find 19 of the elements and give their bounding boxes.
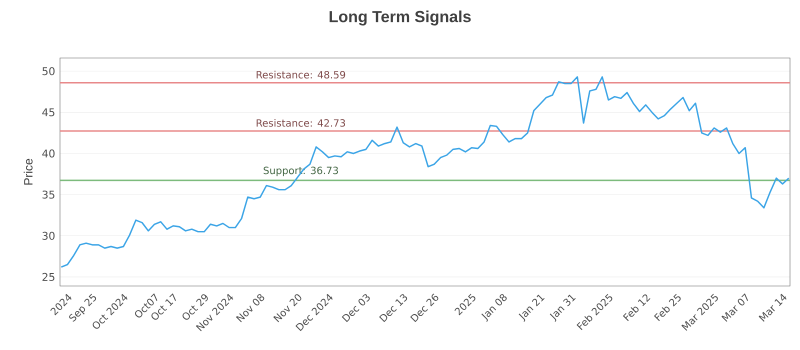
x-tick-label: Jan 21 [518,294,545,322]
x-tick-label: Feb 25 [654,294,681,322]
chart-title: Long Term Signals [330,10,471,26]
y-tick-label: 25 [42,272,54,281]
ref-line-label: Resistance: 42.73 [256,119,346,127]
x-tick-label: Oct 29 [182,294,208,320]
x-tick-label: Dec 26 [410,294,438,322]
x-tick-label: Dec 03 [342,294,370,322]
y-axis-title: Price [24,158,33,185]
ref-line-label: Resistance: 48.59 [256,70,346,79]
y-tick-label: 30 [42,232,55,240]
x-tick-label: Jan 31 [550,294,576,322]
y-tick-label: 50 [42,67,55,76]
x-tick-label: Dec 13 [379,294,408,322]
y-tick-label: 40 [42,149,55,158]
y-tick-label: 35 [42,190,54,199]
y-tick-label: 45 [42,108,54,116]
x-tick-label: Jan 08 [481,294,507,322]
x-tick-label: Feb 12 [622,294,650,322]
